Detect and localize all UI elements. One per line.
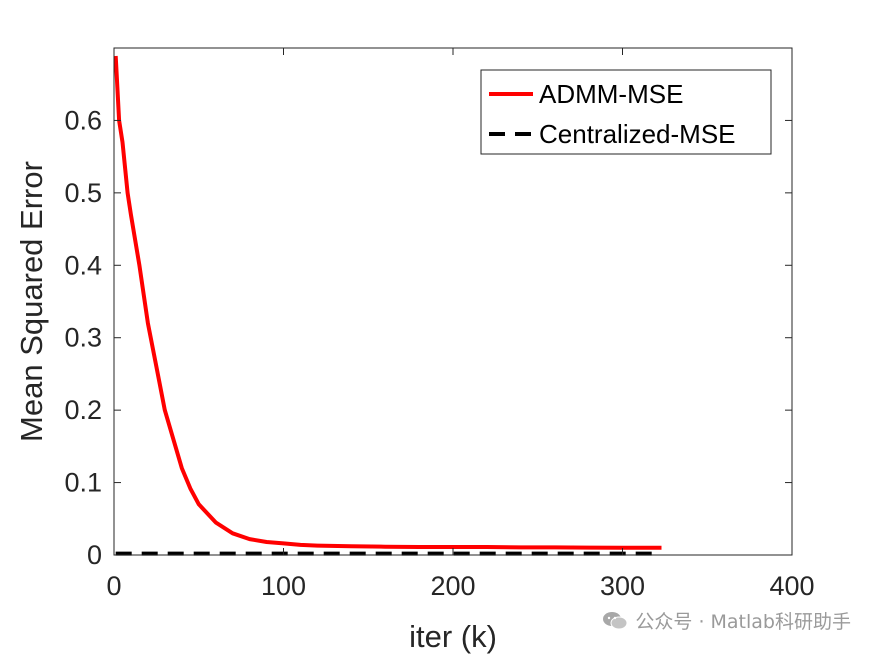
y-tick-label: 0.2 xyxy=(64,395,102,425)
legend: ADMM-MSE Centralized-MSE xyxy=(480,69,772,155)
y-tick-label: 0.5 xyxy=(64,178,102,208)
plot-area: 0 100 200 300 400 0 0.1 0.2 0.3 0.4 0.5 0.6 xyxy=(64,47,815,601)
legend-label-admm-mse: ADMM-MSE xyxy=(539,79,683,109)
x-axis-label: iter (k) xyxy=(409,619,497,654)
y-axis-ticks: 0 0.1 0.2 0.3 0.4 0.5 0.6 xyxy=(64,105,792,570)
x-tick-label: 100 xyxy=(261,571,306,601)
y-axis-label: Mean Squared Error xyxy=(14,161,49,442)
x-tick-label: 300 xyxy=(600,571,645,601)
legend-label-centralized-mse: Centralized-MSE xyxy=(539,119,736,149)
y-tick-label: 0.4 xyxy=(64,250,102,280)
x-tick-label: 0 xyxy=(106,571,121,601)
series-layer xyxy=(113,55,662,556)
x-tick-label: 400 xyxy=(769,571,814,601)
wechat-icon xyxy=(603,611,628,629)
x-tick-label: 200 xyxy=(430,571,475,601)
watermark-text: 公众号 · Matlab科研助手 xyxy=(635,611,851,633)
series-line-admm-mse xyxy=(113,55,662,550)
y-tick-label: 0 xyxy=(87,540,102,570)
y-tick-label: 0.6 xyxy=(64,105,102,135)
watermark: 公众号 · Matlab科研助手 xyxy=(602,607,851,634)
y-tick-label: 0.3 xyxy=(64,323,102,353)
y-tick-label: 0.1 xyxy=(64,468,102,498)
x-axis-ticks: 0 100 200 300 400 xyxy=(106,48,815,601)
legend-box xyxy=(480,69,772,155)
